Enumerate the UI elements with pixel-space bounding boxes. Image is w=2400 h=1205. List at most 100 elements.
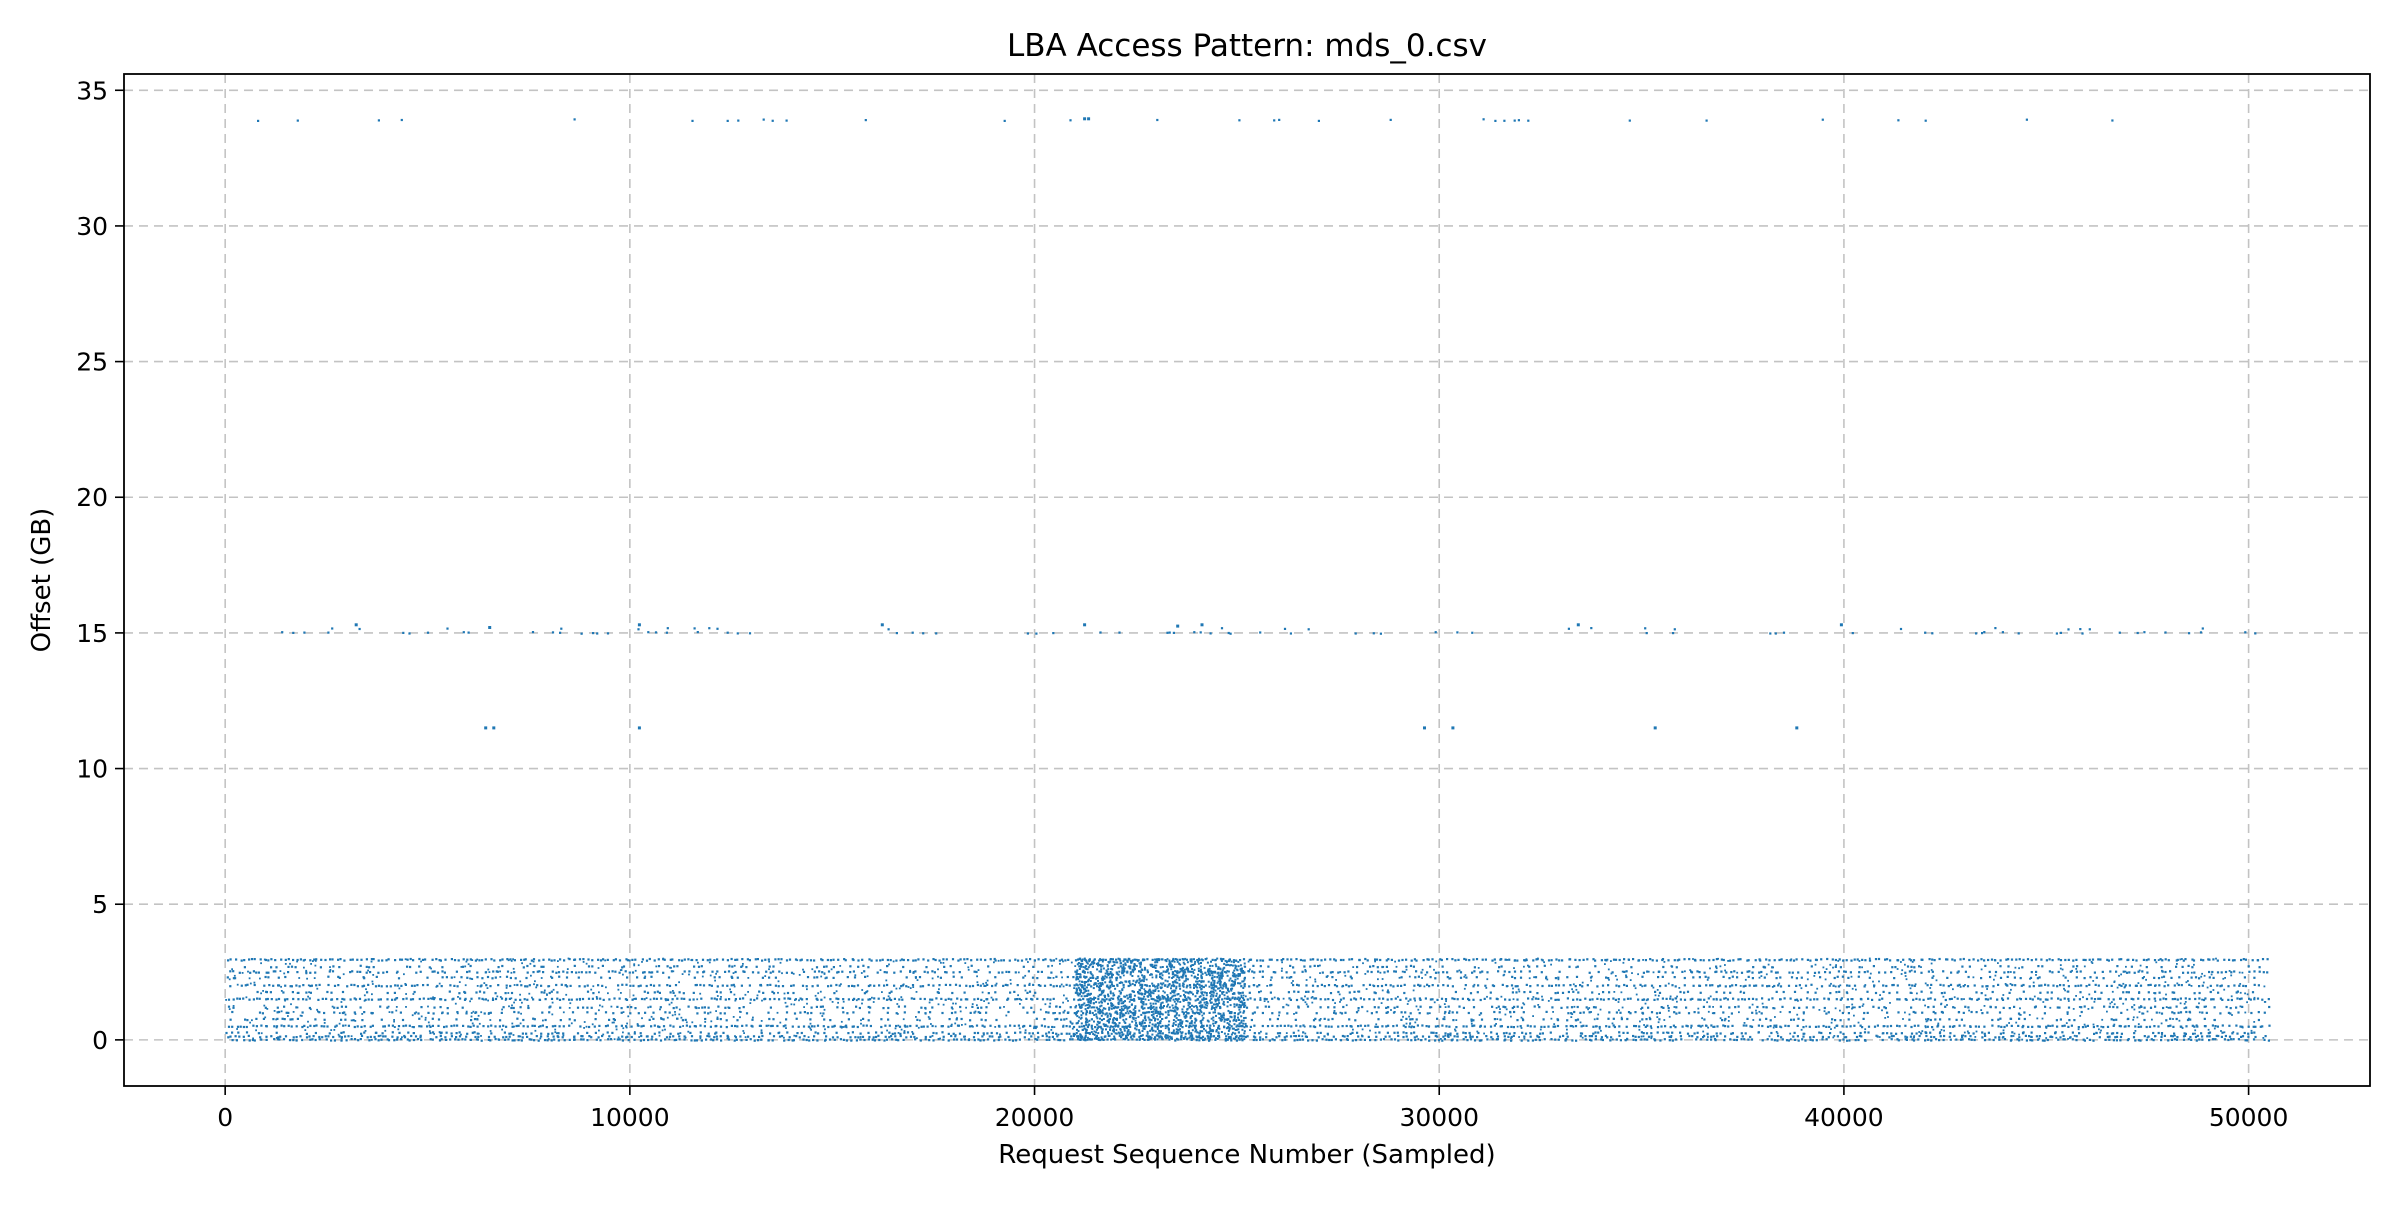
data-point — [1293, 971, 1295, 973]
data-point — [465, 998, 467, 1000]
data-point — [986, 1032, 988, 1034]
data-point — [1523, 1011, 1525, 1013]
data-point — [2052, 1025, 2054, 1027]
data-point — [2116, 1006, 2118, 1008]
data-point — [1723, 959, 1725, 961]
data-point — [1867, 998, 1869, 1000]
data-point — [1265, 1036, 1267, 1038]
data-point — [1538, 1006, 1540, 1008]
data-point — [977, 998, 979, 1000]
data-point — [1846, 1006, 1848, 1008]
data-point — [1973, 958, 1975, 960]
data-point — [1591, 991, 1593, 993]
data-point — [1100, 968, 1102, 970]
data-point — [958, 1025, 960, 1027]
data-point — [2126, 991, 2128, 993]
data-point — [1847, 977, 1849, 979]
data-point — [266, 1025, 268, 1027]
data-point — [1557, 1019, 1559, 1021]
data-point — [1878, 958, 1880, 960]
data-point — [1854, 985, 1856, 987]
data-point — [1304, 959, 1306, 961]
data-point — [1587, 984, 1589, 986]
data-point — [281, 1025, 283, 1027]
data-point — [1303, 965, 1305, 967]
data-point — [420, 1039, 422, 1041]
data-point — [1126, 995, 1128, 997]
data-point — [1105, 959, 1107, 961]
data-point — [246, 1019, 248, 1021]
data-point — [727, 120, 729, 122]
data-point — [541, 1012, 543, 1014]
data-point — [1920, 972, 1922, 974]
data-point — [1063, 1018, 1065, 1020]
data-point — [1566, 976, 1568, 978]
data-point — [1569, 958, 1571, 960]
data-point — [1076, 974, 1078, 976]
data-point — [698, 966, 700, 968]
data-point — [267, 998, 269, 1000]
data-point — [1474, 1039, 1476, 1041]
data-point — [1616, 1011, 1618, 1013]
data-point — [1255, 1039, 1257, 1041]
data-point — [1521, 1032, 1523, 1034]
data-point — [1387, 999, 1389, 1001]
data-point — [682, 1019, 684, 1021]
data-point — [1551, 959, 1553, 961]
data-point — [1281, 977, 1283, 979]
data-point — [592, 632, 594, 634]
data-point — [920, 1007, 922, 1009]
data-point — [1934, 999, 1936, 1001]
data-point — [1747, 1039, 1749, 1041]
data-point — [375, 985, 377, 987]
data-point — [1911, 1033, 1913, 1035]
data-point — [1599, 1026, 1601, 1028]
data-point — [923, 1026, 925, 1028]
data-point — [532, 971, 534, 973]
data-point — [2146, 972, 2148, 974]
data-point — [1845, 971, 1847, 973]
data-point — [1855, 1039, 1857, 1041]
data-point — [897, 1039, 899, 1041]
data-point — [1607, 984, 1609, 986]
data-point — [1721, 959, 1723, 961]
data-point — [355, 998, 357, 1000]
data-point — [1783, 991, 1785, 993]
data-point — [1441, 998, 1443, 1000]
data-point — [1994, 1036, 1996, 1038]
data-point — [1676, 966, 1678, 968]
data-point — [2056, 985, 2058, 987]
data-point — [504, 1039, 506, 1041]
data-point — [1104, 975, 1106, 977]
data-point — [837, 998, 839, 1000]
data-point — [520, 984, 522, 986]
data-point — [1064, 959, 1066, 961]
data-point — [249, 1039, 251, 1041]
data-point — [1981, 1012, 1983, 1014]
data-point — [2118, 984, 2120, 986]
data-point — [669, 985, 671, 987]
data-point — [1745, 1032, 1747, 1034]
data-point — [2107, 1026, 2109, 1028]
data-point — [409, 1039, 411, 1041]
data-point — [1551, 985, 1553, 987]
data-point — [284, 985, 286, 987]
data-point — [1404, 1011, 1406, 1013]
data-point — [985, 1012, 987, 1014]
data-point — [2022, 1025, 2024, 1027]
data-point — [1185, 1025, 1187, 1027]
data-point — [598, 1025, 600, 1027]
data-point — [1124, 996, 1126, 998]
data-point — [834, 1039, 836, 1041]
data-point — [2003, 1007, 2005, 1009]
data-point — [1568, 991, 1570, 993]
data-point — [1535, 976, 1537, 978]
data-point — [2035, 971, 2037, 973]
data-point — [825, 1039, 827, 1041]
data-point — [1721, 1019, 1723, 1021]
data-point — [2265, 1035, 2267, 1037]
data-point — [1248, 985, 1250, 987]
data-point — [1356, 972, 1358, 974]
data-point — [750, 1038, 752, 1040]
data-point — [1258, 991, 1260, 993]
